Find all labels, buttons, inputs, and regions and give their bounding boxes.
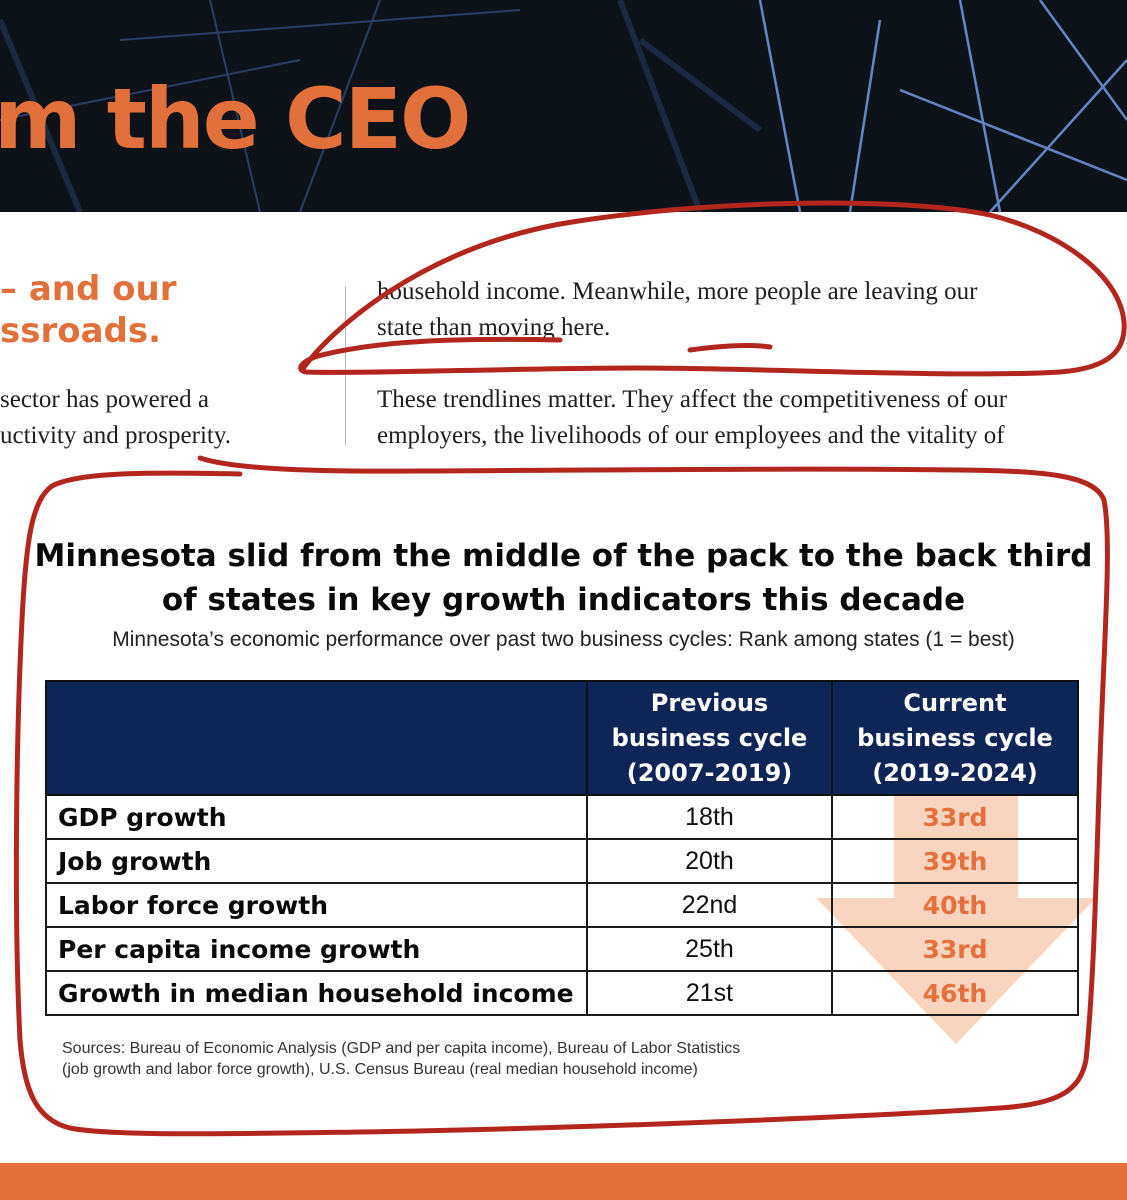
metric-cell: Per capita income growth: [45, 926, 588, 972]
sources-note: Sources: Bureau of Economic Analysis (GD…: [62, 1038, 740, 1080]
headline-line-1: – and our: [0, 269, 177, 309]
header-banner: m the CEO: [0, 0, 1127, 212]
metric-cell: GDP growth: [45, 794, 588, 840]
chart-title-line-1: Minnesota slid from the middle of the pa…: [34, 538, 1093, 574]
header-previous-line-3: (2007-2019): [626, 758, 793, 787]
previous-rank-cell: 21st: [586, 970, 833, 1016]
chart-title-line-2: of states in key growth indicators this …: [161, 582, 966, 618]
table-row: Labor force growth 22nd 40th: [45, 882, 1079, 928]
current-rank-cell: 33rd: [831, 794, 1079, 840]
right-text-line-2: state than moving here.: [377, 314, 611, 341]
header-previous-line-1: Previous: [650, 688, 769, 717]
right-text-line-1: household income. Meanwhile, more people…: [377, 278, 978, 305]
metric-cell: Growth in median household income: [45, 970, 588, 1016]
header-current-line-1: Current: [903, 688, 1007, 717]
section-headline: – and our ssroads.: [0, 268, 177, 352]
table-row: Growth in median household income 21st 4…: [45, 970, 1079, 1016]
metric-cell: Job growth: [45, 838, 588, 884]
column-divider: [345, 286, 346, 446]
table-header-row: Previous business cycle (2007-2019) Curr…: [45, 680, 1079, 796]
right-column-paragraph-1: household income. Meanwhile, more people…: [377, 274, 978, 346]
left-text-line-2: uctivity and prosperity.: [0, 422, 231, 449]
header-current-line-3: (2019-2024): [872, 758, 1038, 787]
current-rank-cell: 40th: [831, 882, 1079, 928]
current-rank-cell: 33rd: [831, 926, 1079, 972]
metric-cell: Labor force growth: [45, 882, 588, 928]
sources-line-2: (job growth and labor force growth), U.S…: [62, 1061, 698, 1078]
header-current-cycle: Current business cycle (2019-2024): [831, 680, 1079, 796]
chart-subtitle: Minnesota’s economic performance over pa…: [112, 628, 1015, 651]
header-previous-cycle: Previous business cycle (2007-2019): [586, 680, 833, 796]
annotation-underline: [687, 343, 773, 353]
footer-accent-bar: [0, 1163, 1127, 1200]
rank-table: Previous business cycle (2007-2019) Curr…: [45, 680, 1079, 1016]
header-previous-line-2: business cycle: [611, 723, 808, 752]
table-row: Per capita income growth 25th 33rd: [45, 926, 1079, 972]
table-row: Job growth 20th 39th: [45, 838, 1079, 884]
right-column-paragraph-2: These trendlines matter. They affect the…: [377, 382, 1007, 454]
previous-rank-cell: 22nd: [586, 882, 833, 928]
left-column-text: sector has powered a uctivity and prospe…: [0, 382, 231, 454]
network-lines-graphic: [0, 0, 1127, 212]
current-rank-cell: 46th: [831, 970, 1079, 1016]
previous-rank-cell: 18th: [586, 794, 833, 840]
headline-line-2: ssroads.: [0, 311, 162, 351]
previous-rank-cell: 25th: [586, 926, 833, 972]
header-metric-cell: [45, 680, 588, 796]
right-text-line-4: employers, the livelihoods of our employ…: [377, 422, 1005, 449]
sources-line-1: Sources: Bureau of Economic Analysis (GD…: [62, 1040, 741, 1057]
chart-title: Minnesota slid from the middle of the pa…: [30, 534, 1097, 622]
previous-rank-cell: 20th: [586, 838, 833, 884]
right-text-line-3: These trendlines matter. They affect the…: [377, 386, 1008, 413]
current-rank-cell: 39th: [831, 838, 1079, 884]
left-text-line-1: sector has powered a: [0, 386, 209, 413]
banner-title: m the CEO: [0, 70, 471, 168]
table-row: GDP growth 18th 33rd: [45, 794, 1079, 840]
header-current-line-2: business cycle: [857, 723, 1053, 752]
